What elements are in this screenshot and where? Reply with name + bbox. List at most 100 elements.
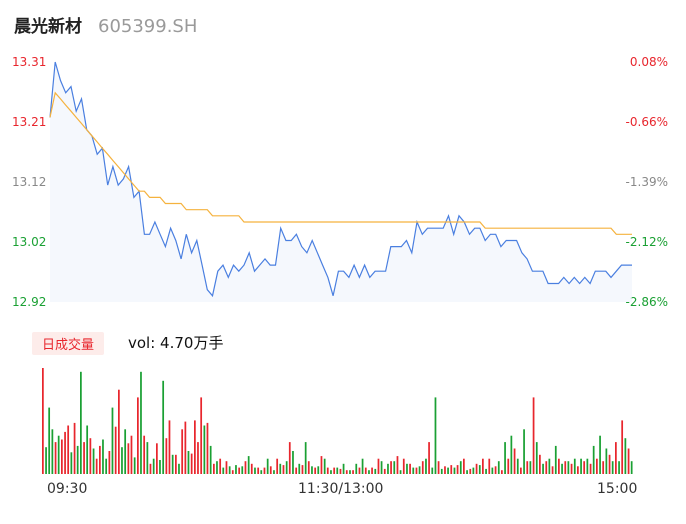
volume-bar — [570, 463, 573, 474]
volume-bar — [558, 458, 560, 474]
volume-bar — [203, 425, 206, 474]
volume-bar — [102, 439, 104, 474]
volume-bar — [225, 461, 228, 474]
volume-bar — [269, 466, 272, 474]
volume-bar — [567, 461, 570, 474]
volume-bar — [402, 458, 405, 474]
volume-bar — [51, 429, 54, 474]
pct-tick-5: -2.86% — [625, 295, 668, 309]
volume-bar — [244, 461, 247, 474]
volume-bar — [409, 463, 411, 474]
volume-bar — [178, 463, 180, 474]
volume-bar — [282, 465, 285, 474]
volume-bar — [184, 421, 187, 474]
volume-bar — [238, 467, 241, 474]
volume-bar — [336, 467, 339, 474]
volume-bar — [197, 442, 199, 474]
volume-bar — [497, 461, 500, 474]
volume-bar — [488, 458, 491, 474]
volume-bar — [298, 463, 301, 474]
volume-bar — [504, 442, 506, 474]
volume-bar — [108, 451, 111, 474]
volume-bar — [345, 470, 348, 474]
volume-bar — [618, 461, 620, 474]
price-tick-2: 13.21 — [12, 115, 47, 129]
volume-bar — [133, 457, 136, 474]
volume-bar — [421, 461, 424, 474]
volume-text: vol: 4.70万手 — [128, 334, 224, 352]
volume-bar — [241, 466, 244, 474]
volume-bar — [494, 466, 497, 474]
volume-bar — [475, 463, 478, 474]
volume-bar — [231, 470, 234, 474]
volume-bar — [368, 470, 370, 474]
volume-bar — [162, 380, 165, 474]
volume-bar — [358, 467, 361, 474]
volume-bar — [99, 445, 101, 474]
volume-bar — [333, 467, 336, 474]
stock-header: 晨光新材 605399.SH — [14, 12, 197, 40]
volume-bar — [459, 461, 462, 474]
volume-bar — [355, 463, 358, 474]
volume-bar — [187, 451, 190, 474]
volume-bar — [529, 461, 532, 474]
volume-bar — [608, 454, 611, 474]
volume-bar — [577, 466, 579, 474]
volume-bar — [602, 461, 605, 474]
volume-bar — [586, 458, 589, 474]
time-tick-midday: 11:30/13:00 — [298, 481, 384, 497]
volume-bar — [469, 468, 472, 474]
volume-bar — [592, 445, 595, 474]
volume-bar — [54, 442, 57, 474]
volume-bar — [73, 422, 76, 474]
stock-name: 晨光新材 — [14, 17, 82, 37]
volume-bar — [437, 461, 440, 474]
volume-bar — [70, 452, 73, 474]
volume-bar — [295, 467, 298, 474]
volume-bar — [92, 448, 95, 474]
volume-bar — [95, 458, 98, 474]
volume-bar — [89, 438, 92, 474]
volume-bar — [501, 470, 503, 474]
volume-bar — [510, 435, 513, 474]
volume-bar — [140, 371, 142, 474]
volume-bar — [472, 467, 475, 474]
volume-bar — [371, 467, 373, 474]
volume-bar — [288, 442, 291, 474]
volume-bar — [111, 407, 114, 474]
volume-bar — [482, 458, 484, 474]
volume-bar — [466, 470, 468, 474]
volume-bar — [228, 466, 231, 474]
volume-bar — [213, 463, 215, 474]
volume-bar — [516, 458, 519, 474]
volume-bar — [624, 438, 627, 474]
volume-bar — [124, 429, 127, 474]
volume-bar — [292, 451, 294, 474]
pct-tick-2: -0.66% — [625, 115, 668, 129]
volume-bar — [526, 461, 529, 474]
volume-bar — [374, 468, 377, 474]
volume-bar — [190, 453, 193, 474]
volume-bar — [440, 468, 443, 474]
volume-bar — [83, 442, 85, 474]
price-tick-1: 13.31 — [12, 55, 47, 69]
volume-label: 日成交量 — [32, 332, 105, 355]
volume-bar — [621, 420, 624, 474]
volume-bar — [390, 461, 392, 474]
volume-bar — [326, 467, 329, 474]
volume-bar — [393, 461, 396, 474]
volume-bar — [114, 426, 117, 474]
price-tick-3: 13.12 — [12, 175, 47, 189]
volume-bar — [222, 467, 225, 474]
volume-bar — [311, 466, 313, 474]
price-area — [49, 61, 632, 302]
volume-bar — [396, 456, 399, 474]
volume-bar — [314, 467, 317, 474]
volume-bar — [273, 470, 275, 474]
volume-bar — [175, 454, 177, 474]
volume-bar — [383, 468, 386, 474]
volume-bar — [523, 429, 525, 474]
volume-bar — [415, 467, 418, 474]
volume-bar — [317, 466, 320, 474]
